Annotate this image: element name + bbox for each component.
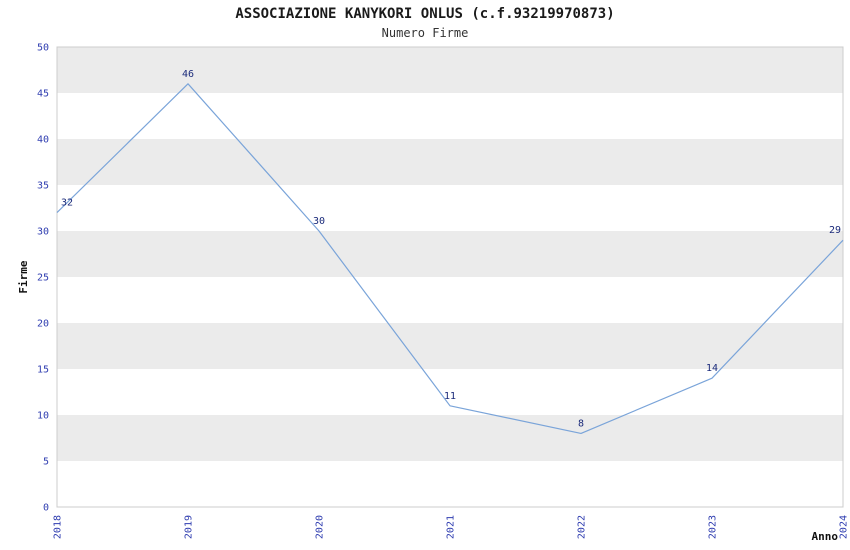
data-point-label: 46 bbox=[182, 69, 194, 80]
y-tick-label: 15 bbox=[37, 365, 49, 376]
data-point-label: 8 bbox=[578, 418, 584, 429]
series-line bbox=[56, 83, 844, 434]
x-tick-label: 2018 bbox=[53, 515, 64, 539]
y-tick-label: 10 bbox=[37, 411, 49, 422]
data-point-label: 11 bbox=[444, 391, 456, 402]
x-axis-label: Anno bbox=[812, 530, 839, 543]
plot-band bbox=[57, 323, 843, 369]
y-tick-label: 20 bbox=[37, 319, 49, 330]
data-point-label: 14 bbox=[706, 363, 718, 374]
plot-band bbox=[57, 231, 843, 277]
chart-title: ASSOCIAZIONE KANYKORI ONLUS (c.f.9321997… bbox=[235, 6, 615, 22]
x-tick-label: 2020 bbox=[315, 515, 326, 539]
x-tick-label: 2022 bbox=[577, 515, 588, 539]
x-tick-label: 2019 bbox=[184, 515, 195, 539]
x-tick-label: 2024 bbox=[839, 515, 850, 539]
y-tick-label: 30 bbox=[37, 227, 49, 238]
plot-band bbox=[57, 415, 843, 461]
data-point-label: 30 bbox=[313, 216, 325, 227]
data-point-label: 29 bbox=[829, 225, 841, 236]
y-axis-label: Firme bbox=[17, 260, 30, 293]
data-point-label: 32 bbox=[61, 198, 73, 209]
y-tick-label: 5 bbox=[43, 457, 49, 468]
y-tick-label: 25 bbox=[37, 273, 49, 284]
y-tick-label: 35 bbox=[37, 181, 49, 192]
x-tick-label: 2021 bbox=[446, 515, 457, 539]
plot-band bbox=[57, 139, 843, 185]
y-tick-label: 40 bbox=[37, 135, 49, 146]
plot-frame bbox=[56, 46, 844, 508]
y-tick-label: 0 bbox=[43, 503, 49, 514]
y-tick-label: 50 bbox=[37, 43, 49, 54]
plot-band bbox=[57, 47, 843, 93]
y-tick-label: 45 bbox=[37, 89, 49, 100]
x-tick-label: 2023 bbox=[708, 515, 719, 539]
chart-subtitle: Numero Firme bbox=[381, 26, 469, 40]
